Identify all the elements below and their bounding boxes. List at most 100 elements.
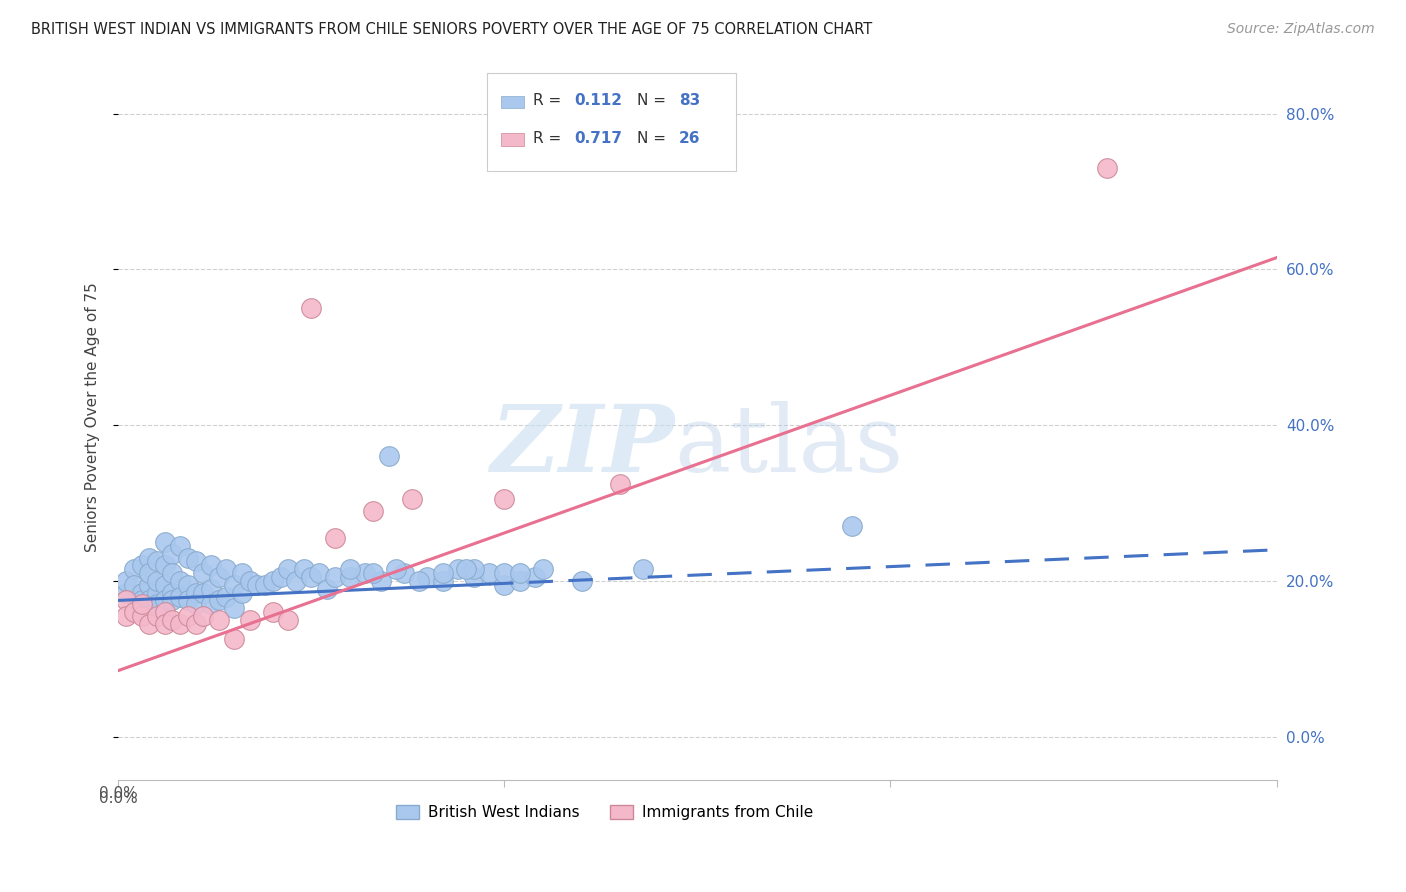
Text: R =: R =	[533, 94, 567, 108]
Point	[122, 562, 145, 576]
Text: 0.112: 0.112	[575, 94, 623, 108]
Point	[231, 566, 253, 581]
Point	[270, 570, 292, 584]
Point	[609, 476, 631, 491]
Text: N =: N =	[637, 94, 671, 108]
Point	[184, 585, 207, 599]
Point	[177, 578, 200, 592]
Point	[177, 609, 200, 624]
Point	[339, 570, 361, 584]
Point	[224, 578, 246, 592]
Point	[361, 504, 384, 518]
Point	[432, 566, 454, 581]
Point	[200, 598, 222, 612]
Point	[509, 566, 531, 581]
FancyBboxPatch shape	[501, 95, 523, 108]
Point	[494, 492, 516, 507]
Point	[408, 574, 430, 588]
Point	[292, 562, 315, 576]
Point	[354, 566, 377, 581]
Point	[361, 566, 384, 581]
Point	[184, 554, 207, 568]
Point	[299, 301, 322, 316]
Point	[193, 566, 215, 581]
Point	[633, 562, 655, 576]
Point	[323, 570, 346, 584]
Text: N =: N =	[637, 131, 671, 146]
Point	[138, 566, 160, 581]
Point	[162, 613, 184, 627]
Point	[377, 450, 399, 464]
Point	[323, 531, 346, 545]
Point	[277, 562, 299, 576]
Point	[162, 547, 184, 561]
Point	[169, 590, 191, 604]
Point	[463, 562, 485, 576]
Point	[208, 613, 231, 627]
Point	[239, 613, 262, 627]
FancyBboxPatch shape	[501, 134, 523, 145]
Point	[571, 574, 593, 588]
Point	[454, 562, 477, 576]
Point	[385, 562, 408, 576]
Point	[841, 519, 863, 533]
Point	[308, 566, 330, 581]
Point	[416, 570, 439, 584]
Text: atlas: atlas	[675, 401, 904, 491]
Point	[463, 570, 485, 584]
Point	[231, 585, 253, 599]
Text: 26: 26	[679, 131, 700, 146]
Point	[131, 609, 153, 624]
Point	[478, 566, 501, 581]
Point	[531, 562, 554, 576]
Point	[146, 574, 169, 588]
Text: ZIP: ZIP	[491, 401, 675, 491]
Point	[215, 590, 238, 604]
Point	[208, 570, 231, 584]
Text: Source: ZipAtlas.com: Source: ZipAtlas.com	[1227, 22, 1375, 37]
Text: 0.717: 0.717	[575, 131, 623, 146]
Point	[339, 562, 361, 576]
Point	[193, 585, 215, 599]
Point	[153, 578, 176, 592]
Point	[177, 550, 200, 565]
Point	[131, 598, 153, 612]
Point	[224, 632, 246, 647]
Point	[299, 570, 322, 584]
Point	[277, 613, 299, 627]
Point	[153, 616, 176, 631]
Point	[392, 566, 415, 581]
Point	[146, 585, 169, 599]
Point	[115, 609, 138, 624]
Point	[447, 562, 470, 576]
Point	[494, 566, 516, 581]
Point	[177, 593, 200, 607]
Point	[208, 593, 231, 607]
Point	[138, 616, 160, 631]
Point	[146, 598, 169, 612]
Text: BRITISH WEST INDIAN VS IMMIGRANTS FROM CHILE SENIORS POVERTY OVER THE AGE OF 75 : BRITISH WEST INDIAN VS IMMIGRANTS FROM C…	[31, 22, 872, 37]
Point	[115, 593, 138, 607]
Point	[146, 554, 169, 568]
Point	[138, 593, 160, 607]
Point	[262, 605, 284, 619]
Point	[162, 566, 184, 581]
Point	[262, 574, 284, 588]
Point	[169, 616, 191, 631]
Point	[115, 574, 138, 588]
Text: R =: R =	[533, 131, 567, 146]
Point	[524, 570, 547, 584]
Point	[115, 585, 138, 599]
Point	[509, 574, 531, 588]
Point	[200, 582, 222, 596]
Point	[162, 585, 184, 599]
Point	[131, 585, 153, 599]
FancyBboxPatch shape	[486, 73, 735, 171]
Point	[315, 582, 337, 596]
Point	[153, 558, 176, 573]
Y-axis label: Seniors Poverty Over the Age of 75: Seniors Poverty Over the Age of 75	[86, 283, 100, 552]
Point	[193, 609, 215, 624]
Point	[153, 535, 176, 549]
Point	[131, 558, 153, 573]
Point	[122, 578, 145, 592]
